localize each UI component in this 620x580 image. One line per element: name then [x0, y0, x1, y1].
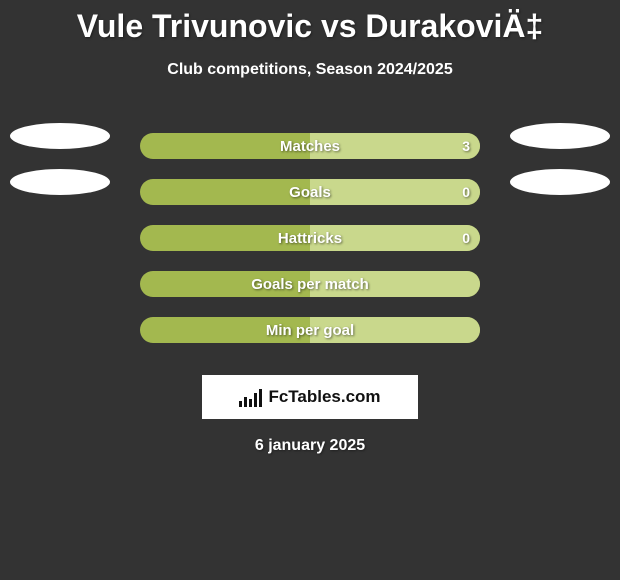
- logo-text: FcTables.com: [268, 387, 380, 407]
- stat-row-hattricks: Hattricks 0: [0, 215, 620, 261]
- site-logo[interactable]: FcTables.com: [202, 375, 418, 419]
- logo-bars-icon: [239, 387, 262, 407]
- stat-row-matches: Matches 3: [0, 123, 620, 169]
- page-subtitle: Club competitions, Season 2024/2025: [0, 61, 620, 79]
- stat-row-min-per-goal: Min per goal: [0, 307, 620, 353]
- avatar: [510, 169, 610, 195]
- stat-value: 0: [462, 184, 470, 200]
- stat-bar-fill-right: [310, 271, 480, 297]
- stat-bar: Matches 3: [140, 133, 480, 159]
- stat-bar: Min per goal: [140, 317, 480, 343]
- stat-bar-fill-right: [310, 133, 480, 159]
- stat-bar-fill-right: [310, 179, 480, 205]
- stat-row-goals: Goals 0: [0, 169, 620, 215]
- avatar: [10, 123, 110, 149]
- avatar: [510, 123, 610, 149]
- stat-bar: Goals 0: [140, 179, 480, 205]
- stat-bar-fill-right: [310, 225, 480, 251]
- stat-bar-fill-right: [310, 317, 480, 343]
- stat-bar: Goals per match: [140, 271, 480, 297]
- avatar: [10, 169, 110, 195]
- page-title: Vule Trivunovic vs DurakoviÄ‡: [0, 0, 620, 45]
- stat-bar: Hattricks 0: [140, 225, 480, 251]
- stat-row-goals-per-match: Goals per match: [0, 261, 620, 307]
- stat-value: 3: [462, 138, 470, 154]
- footer-date: 6 january 2025: [0, 437, 620, 455]
- stats-container: Matches 3 Goals 0 Hattricks 0 Goals per …: [0, 123, 620, 353]
- stat-value: 0: [462, 230, 470, 246]
